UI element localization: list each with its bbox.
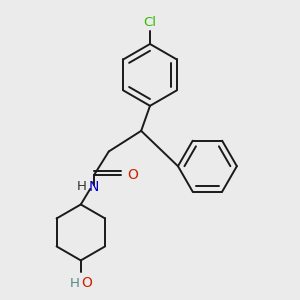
Text: O: O: [127, 168, 138, 182]
Text: O: O: [81, 276, 92, 290]
Text: H: H: [70, 277, 79, 290]
Text: Cl: Cl: [143, 16, 157, 29]
Text: N: N: [88, 180, 98, 194]
Text: H: H: [77, 180, 87, 193]
